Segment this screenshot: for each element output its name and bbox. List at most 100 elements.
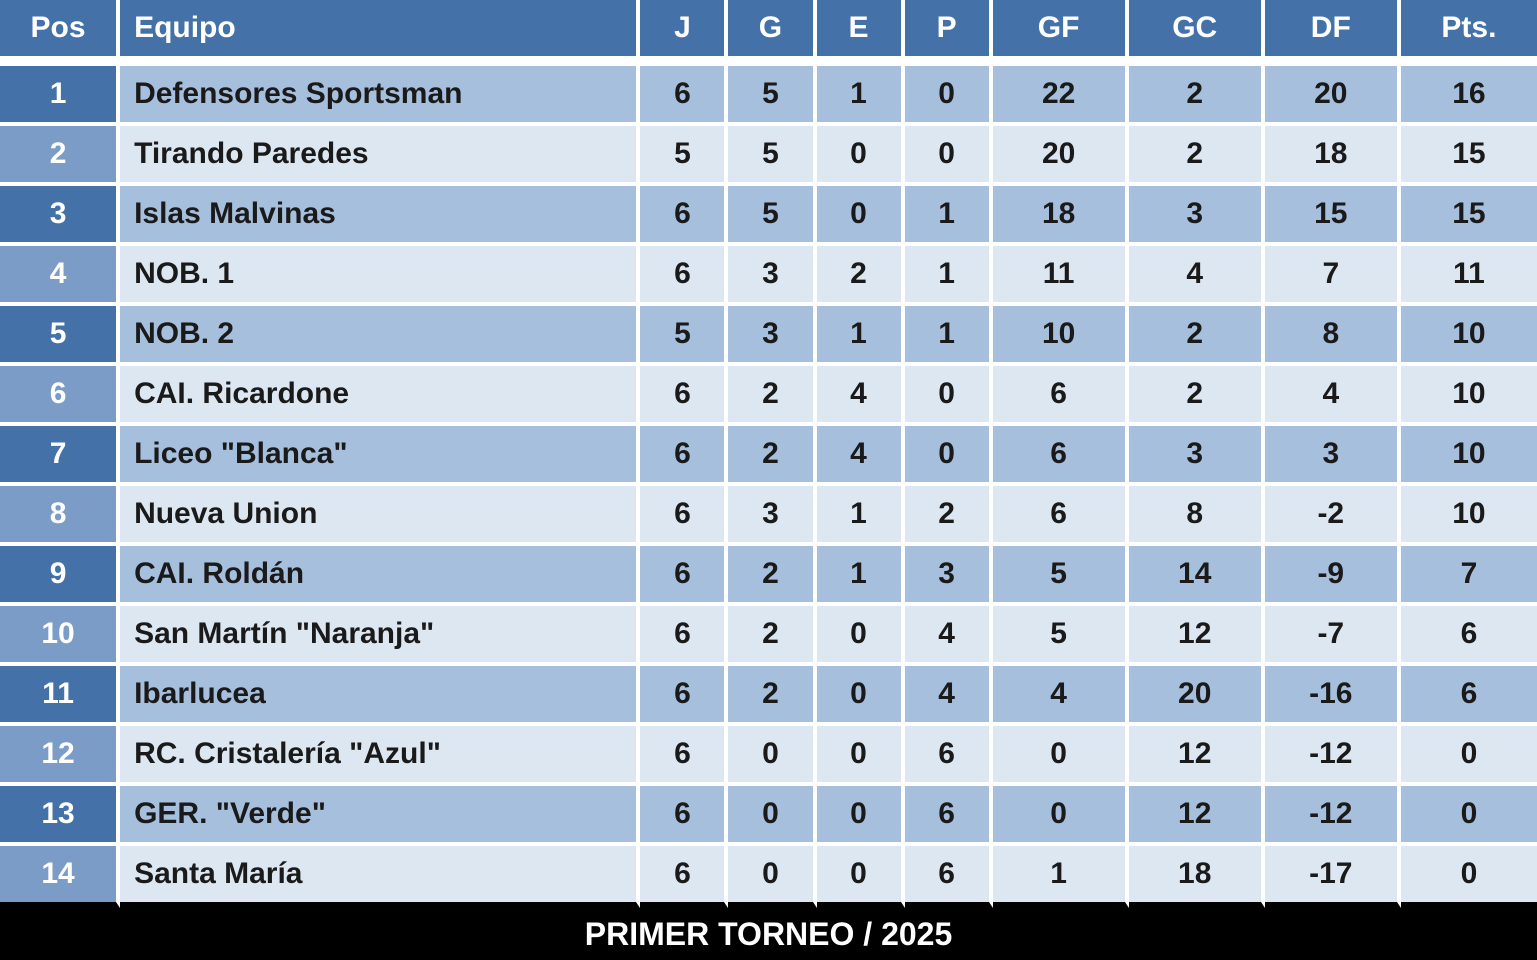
table-row: 6CAI. Ricardone624062410 — [0, 366, 1537, 426]
stat-cell: 10 — [1401, 426, 1537, 486]
stat-cell: 0 — [817, 726, 905, 786]
pos-cell: 2 — [0, 126, 120, 186]
col-header-gc: GC — [1129, 0, 1265, 66]
stat-cell: 6 — [640, 486, 728, 546]
pos-cell: 6 — [0, 366, 120, 426]
stat-cell: 6 — [640, 726, 728, 786]
col-header-g: G — [728, 0, 816, 66]
table-row: 11Ibarlucea6204420-166 — [0, 666, 1537, 726]
stat-cell: 8 — [1129, 486, 1265, 546]
pos-cell: 7 — [0, 426, 120, 486]
stat-cell: 11 — [1401, 246, 1537, 306]
team-cell: GER. "Verde" — [120, 786, 640, 846]
stat-cell: 4 — [817, 366, 905, 426]
stat-cell: 4 — [905, 666, 993, 726]
table-row: 7Liceo "Blanca"624063310 — [0, 426, 1537, 486]
stat-cell: 0 — [905, 66, 993, 126]
footer-label: PRIMER TORNEO / 2025 — [0, 908, 1537, 960]
team-cell: Tirando Paredes — [120, 126, 640, 186]
stat-cell: 2 — [728, 666, 816, 726]
stat-cell: 2 — [1129, 66, 1265, 126]
stat-cell: 2 — [1129, 306, 1265, 366]
stat-cell: 0 — [817, 786, 905, 846]
stat-cell: 6 — [640, 666, 728, 726]
stat-cell: 5 — [640, 306, 728, 366]
team-cell: Santa María — [120, 846, 640, 908]
table-row: 3Islas Malvinas65011831515 — [0, 186, 1537, 246]
table-row: 1Defensores Sportsman65102222016 — [0, 66, 1537, 126]
team-cell: San Martín "Naranja" — [120, 606, 640, 666]
stat-cell: 6 — [993, 486, 1129, 546]
stat-cell: 4 — [1129, 246, 1265, 306]
stat-cell: 1 — [905, 306, 993, 366]
stat-cell: 1 — [817, 306, 905, 366]
pos-cell: 4 — [0, 246, 120, 306]
stat-cell: 5 — [728, 186, 816, 246]
stat-cell: -7 — [1265, 606, 1401, 666]
stat-cell: 3 — [905, 546, 993, 606]
col-header-gf: GF — [993, 0, 1129, 66]
stat-cell: 20 — [1129, 666, 1265, 726]
stat-cell: 18 — [1129, 846, 1265, 908]
stat-cell: 0 — [905, 366, 993, 426]
stat-cell: 6 — [640, 606, 728, 666]
stat-cell: 8 — [1265, 306, 1401, 366]
stat-cell: 10 — [1401, 306, 1537, 366]
table-row: 2Tirando Paredes55002021815 — [0, 126, 1537, 186]
table-row: 4NOB. 16321114711 — [0, 246, 1537, 306]
stat-cell: 6 — [640, 66, 728, 126]
stat-cell: 20 — [1265, 66, 1401, 126]
team-cell: CAI. Roldán — [120, 546, 640, 606]
stat-cell: 6 — [905, 726, 993, 786]
stat-cell: 2 — [905, 486, 993, 546]
stat-cell: 3 — [728, 246, 816, 306]
stat-cell: 4 — [1265, 366, 1401, 426]
table-row: 9CAI. Roldán6213514-97 — [0, 546, 1537, 606]
table-row: 8Nueva Union631268-210 — [0, 486, 1537, 546]
stat-cell: 15 — [1401, 126, 1537, 186]
stat-cell: 1 — [993, 846, 1129, 908]
stat-cell: 3 — [1265, 426, 1401, 486]
stat-cell: 14 — [1129, 546, 1265, 606]
stat-cell: 5 — [728, 66, 816, 126]
stat-cell: 0 — [1401, 786, 1537, 846]
stat-cell: -9 — [1265, 546, 1401, 606]
stat-cell: 1 — [817, 486, 905, 546]
stat-cell: 2 — [728, 546, 816, 606]
col-header-df: DF — [1265, 0, 1401, 66]
pos-cell: 9 — [0, 546, 120, 606]
team-cell: Nueva Union — [120, 486, 640, 546]
stat-cell: 5 — [993, 606, 1129, 666]
stat-cell: 2 — [817, 246, 905, 306]
pos-cell: 3 — [0, 186, 120, 246]
stat-cell: 12 — [1129, 606, 1265, 666]
stat-cell: 6 — [905, 846, 993, 908]
stat-cell: 2 — [728, 426, 816, 486]
stat-cell: 0 — [817, 606, 905, 666]
pos-cell: 8 — [0, 486, 120, 546]
team-cell: Defensores Sportsman — [120, 66, 640, 126]
stat-cell: 4 — [905, 606, 993, 666]
stat-cell: 0 — [817, 846, 905, 908]
col-header-pos: Pos — [0, 0, 120, 66]
stat-cell: 16 — [1401, 66, 1537, 126]
stat-cell: 20 — [993, 126, 1129, 186]
stat-cell: 0 — [1401, 726, 1537, 786]
stat-cell: 18 — [993, 186, 1129, 246]
team-cell: NOB. 1 — [120, 246, 640, 306]
stat-cell: 6 — [1401, 606, 1537, 666]
stat-cell: 6 — [640, 426, 728, 486]
stat-cell: 3 — [1129, 426, 1265, 486]
pos-cell: 12 — [0, 726, 120, 786]
stat-cell: 6 — [640, 186, 728, 246]
header-row: Pos Equipo J G E P GF GC DF Pts. — [0, 0, 1537, 66]
stat-cell: 0 — [817, 186, 905, 246]
stat-cell: 6 — [640, 366, 728, 426]
stat-cell: 7 — [1265, 246, 1401, 306]
team-cell: Liceo "Blanca" — [120, 426, 640, 486]
stat-cell: 0 — [728, 726, 816, 786]
stat-cell: -12 — [1265, 786, 1401, 846]
stat-cell: 0 — [817, 126, 905, 186]
stat-cell: 6 — [640, 846, 728, 908]
stat-cell: 0 — [905, 126, 993, 186]
